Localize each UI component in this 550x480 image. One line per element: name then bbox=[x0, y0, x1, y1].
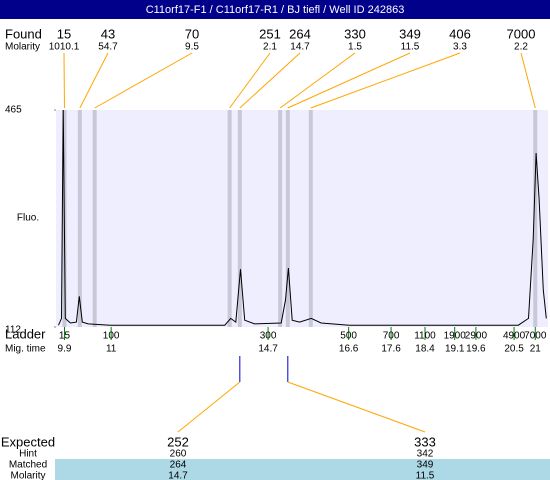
ladder-size: 1100 bbox=[414, 331, 436, 342]
header-title: C11orf17-F1 / C11orf17-R1 / BJ tiefl / W… bbox=[146, 4, 405, 16]
ladder-size: 4900 bbox=[503, 331, 526, 342]
molarity-label: Molarity bbox=[5, 42, 40, 53]
hint-size: 260 bbox=[170, 449, 187, 460]
matched-molarity: 11.5 bbox=[416, 471, 435, 480]
ladder-mig-time: 14.7 bbox=[258, 344, 278, 355]
ladder-mig-time: 11 bbox=[106, 344, 117, 355]
peak-band bbox=[278, 110, 283, 327]
found-molarity: 3.3 bbox=[453, 42, 467, 53]
ladder-mig-time: 9.9 bbox=[58, 344, 72, 355]
ladder-size: 1900 bbox=[444, 331, 467, 342]
ladder-mig-time: 21 bbox=[530, 344, 542, 355]
ladder-size: 2900 bbox=[465, 331, 488, 342]
peak-connector bbox=[520, 52, 536, 109]
found-size: 406 bbox=[449, 26, 471, 41]
found-size: 7000 bbox=[507, 26, 536, 41]
expected-size: 252 bbox=[167, 434, 189, 449]
expected-label: Expected bbox=[1, 434, 55, 449]
ladder-mig-time: 17.6 bbox=[381, 344, 401, 355]
ladder-mig-time: 18.4 bbox=[415, 344, 435, 355]
ladder-mig-time: 20.5 bbox=[504, 344, 524, 355]
hint-label: Hint bbox=[19, 449, 37, 460]
header-bar bbox=[0, 0, 550, 19]
ladder-size: 700 bbox=[383, 331, 400, 342]
found-molarity: 2.2 bbox=[514, 42, 528, 53]
found-molarity: 54.7 bbox=[98, 42, 118, 53]
expected-size: 333 bbox=[414, 434, 436, 449]
peak-band bbox=[92, 110, 97, 327]
found-size: 349 bbox=[399, 26, 421, 41]
peak-band bbox=[237, 110, 242, 327]
found-molarity: 14.7 bbox=[290, 42, 310, 53]
peak-connector bbox=[310, 52, 461, 109]
peak-band bbox=[227, 110, 232, 327]
expected-connector bbox=[177, 381, 241, 433]
found-size: 264 bbox=[289, 26, 311, 41]
found-label: Found bbox=[5, 26, 42, 41]
peak-connector bbox=[239, 52, 301, 109]
found-molarity: 9.5 bbox=[185, 42, 199, 53]
found-size: 43 bbox=[101, 26, 115, 41]
found-molarity: 1.5 bbox=[348, 42, 362, 53]
peak-connector bbox=[229, 52, 271, 109]
matched-row-bg bbox=[55, 459, 550, 480]
matched-molarity: 14.7 bbox=[168, 471, 188, 480]
peak-band bbox=[533, 110, 538, 327]
matched-size: 264 bbox=[170, 460, 187, 471]
y-tick-label: 112 bbox=[5, 325, 21, 336]
ladder-mig-time: 19.6 bbox=[466, 344, 486, 355]
ladder-size: 500 bbox=[340, 331, 357, 342]
peak-band bbox=[77, 110, 82, 327]
found-size: 15 bbox=[57, 26, 71, 41]
found-molarity: 11.5 bbox=[401, 42, 420, 53]
plot-area bbox=[56, 110, 548, 327]
ladder-mig-time: 16.6 bbox=[339, 344, 359, 355]
found-size: 251 bbox=[259, 26, 281, 41]
peak-connector bbox=[94, 52, 193, 109]
matched-size: 349 bbox=[417, 460, 434, 471]
peak-connector bbox=[279, 52, 356, 109]
expected-connector bbox=[287, 381, 426, 433]
ladder-size: 100 bbox=[103, 331, 120, 342]
y-axis-label: Fluo. bbox=[17, 213, 39, 224]
ladder-size: 7000 bbox=[524, 331, 547, 342]
found-molarity: 2.1 bbox=[263, 42, 277, 53]
ladder-label: Ladder bbox=[5, 326, 46, 341]
peak-band bbox=[285, 110, 290, 327]
molarity-label-2: Molarity bbox=[10, 471, 45, 480]
found-size: 330 bbox=[344, 26, 366, 41]
matched-label: Matched bbox=[9, 460, 47, 471]
ladder-mig-time: 19.1 bbox=[445, 344, 465, 355]
found-size: 70 bbox=[185, 26, 199, 41]
trace bbox=[58, 110, 547, 326]
hint-size: 342 bbox=[417, 449, 434, 460]
peak-connector bbox=[79, 52, 109, 109]
peak-band bbox=[308, 110, 313, 327]
found-molarity: 1010.1 bbox=[49, 42, 80, 53]
y-tick-label: 465 bbox=[5, 105, 22, 116]
mig-time-label: Mig. time bbox=[5, 344, 46, 355]
ladder-size: 15 bbox=[59, 331, 71, 342]
peak-connector bbox=[287, 52, 411, 109]
ladder-size: 300 bbox=[260, 331, 277, 342]
